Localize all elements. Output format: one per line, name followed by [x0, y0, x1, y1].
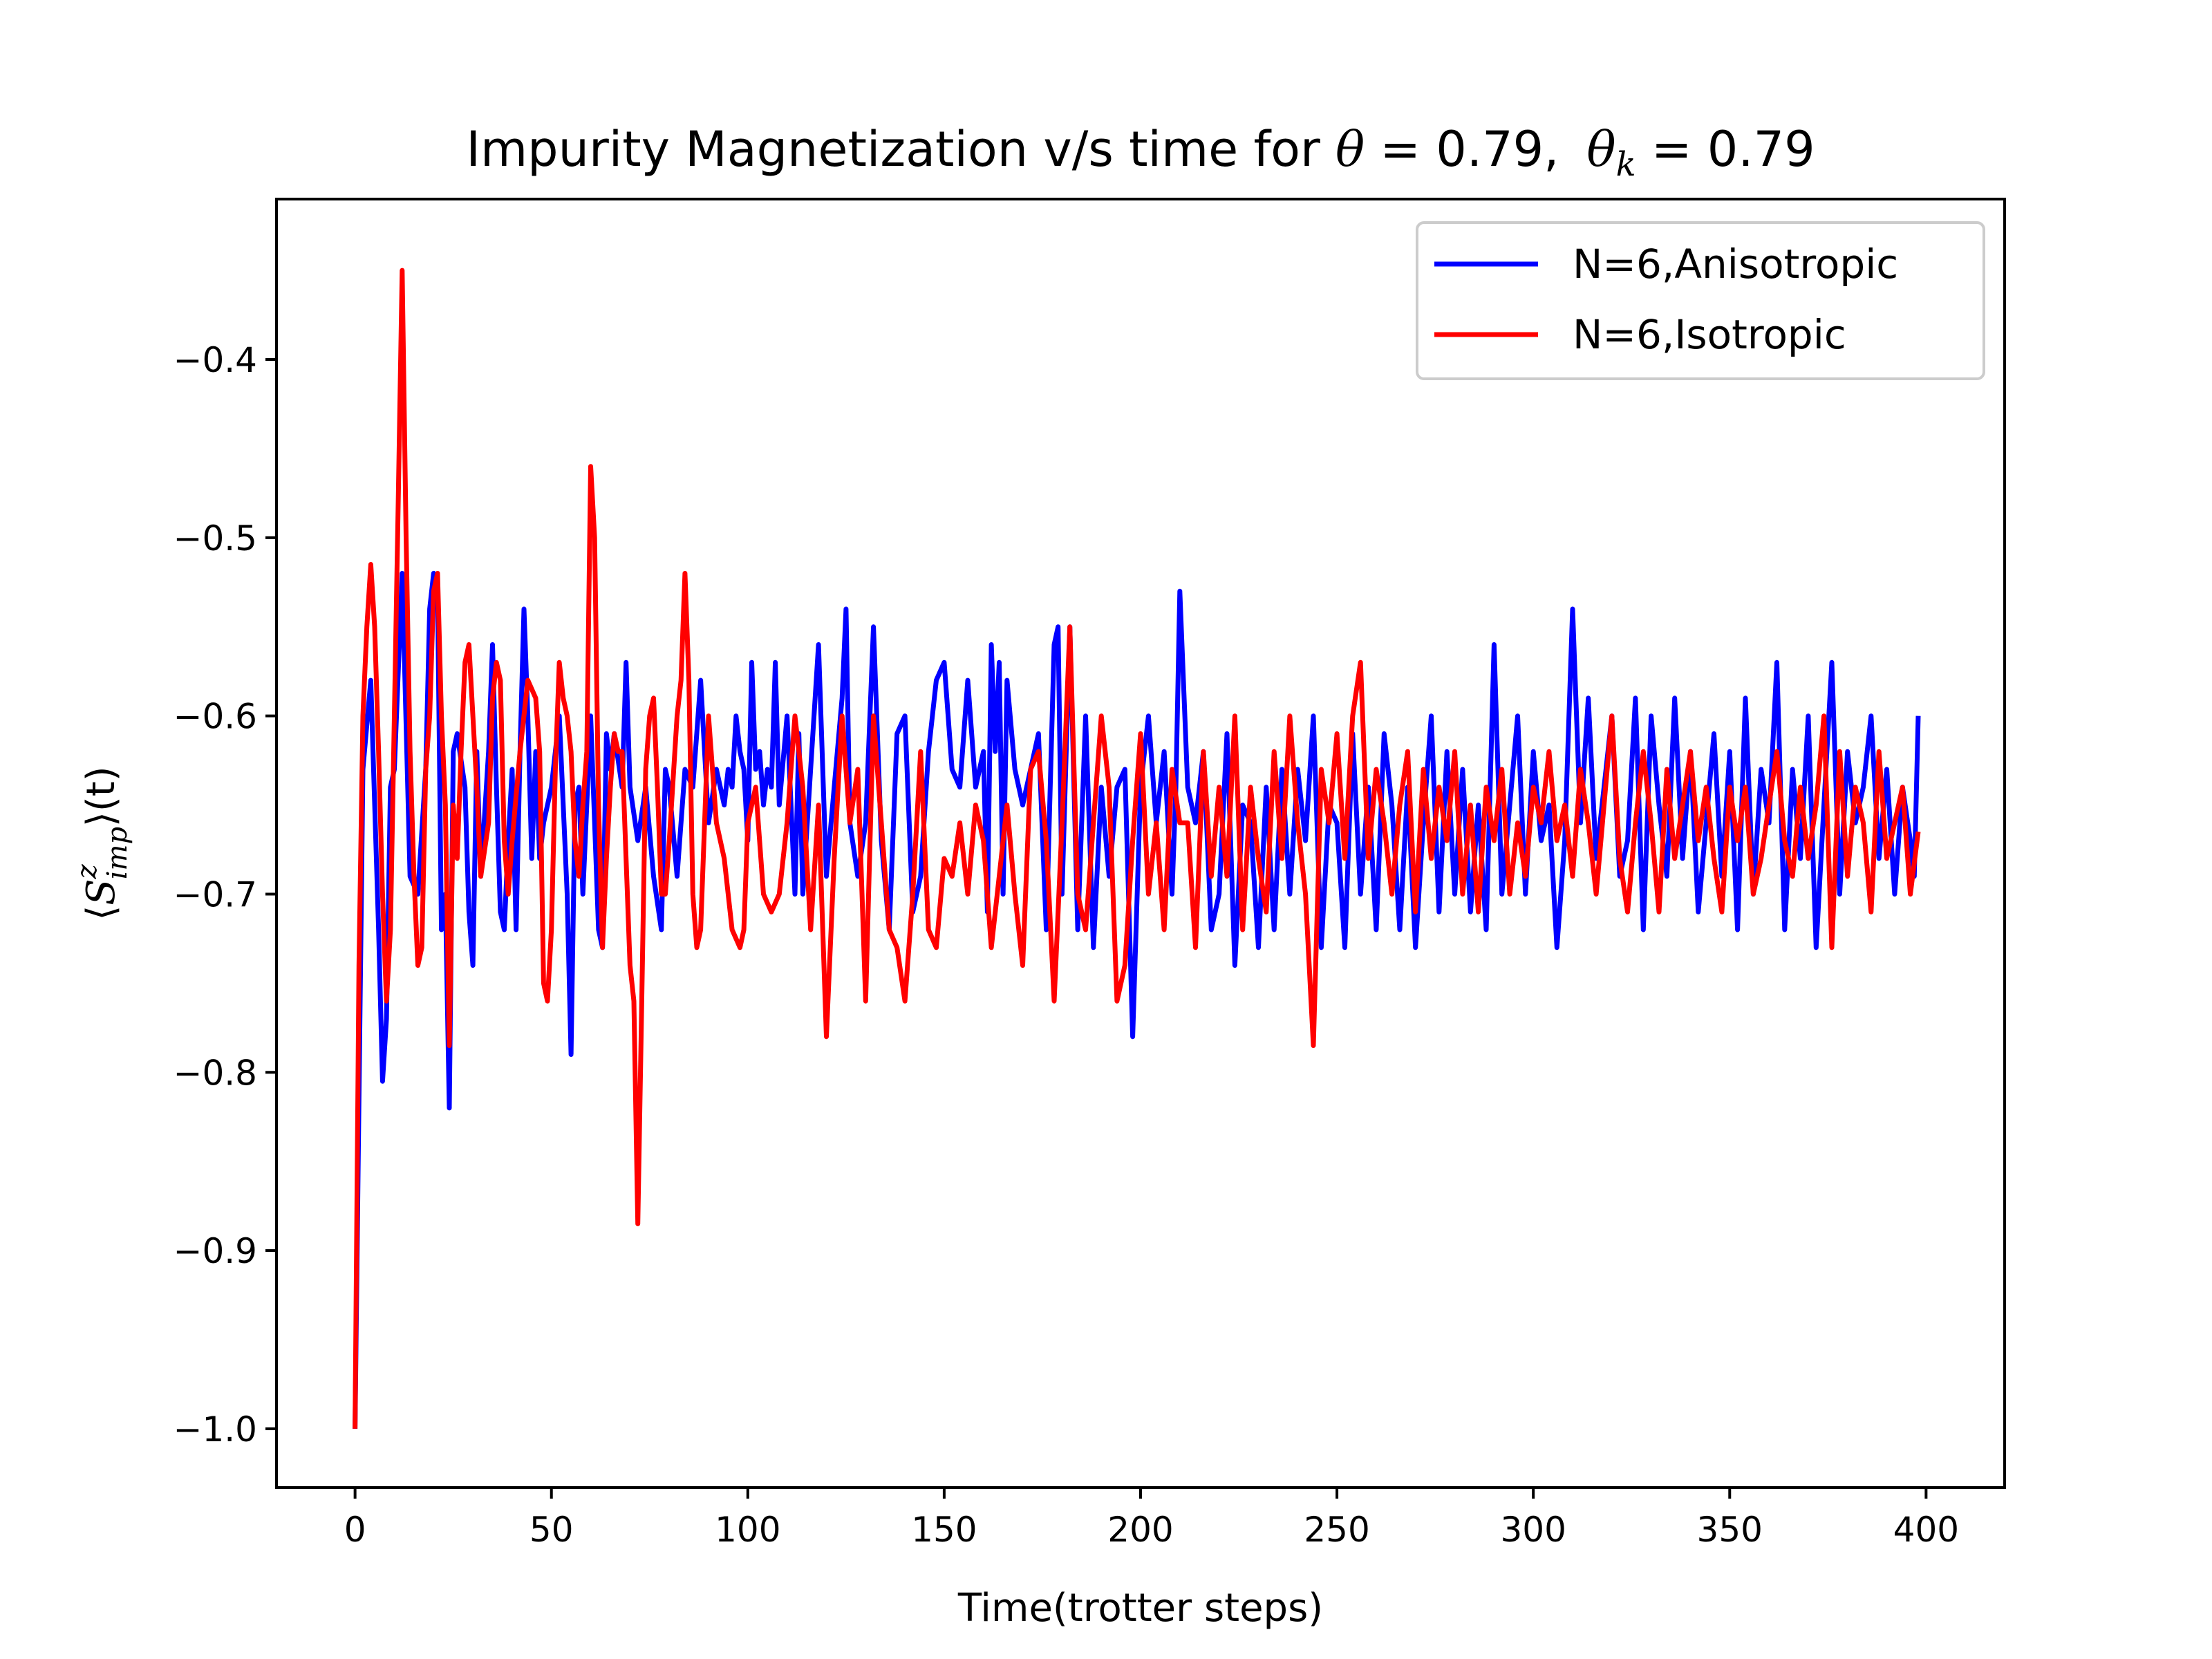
y-tick-label: −0.8 — [174, 1053, 257, 1093]
ylabel-symbol: S — [79, 879, 124, 905]
legend-label-isotropic: N=6,Isotropic — [1573, 311, 1846, 358]
ylabel-superscript: z — [71, 863, 103, 879]
x-tick-label: 250 — [1304, 1510, 1369, 1550]
legend-label-anisotropic: N=6,Anisotropic — [1573, 241, 1898, 288]
legend: N=6,Anisotropic N=6,Isotropic — [1416, 221, 1985, 380]
x-tick-label: 150 — [911, 1510, 977, 1550]
legend-box — [1416, 221, 1985, 380]
y-tick-label: −0.5 — [174, 518, 257, 559]
x-tick-label: 350 — [1697, 1510, 1763, 1550]
y-tick-label: −0.6 — [174, 697, 257, 737]
chart-title: Impurity Magnetization v/s time for θ = … — [466, 121, 1815, 184]
x-tick-label: 300 — [1500, 1510, 1566, 1550]
x-tick-label: 200 — [1107, 1510, 1173, 1550]
x-axis-label: Time(trotter steps) — [957, 1586, 1323, 1631]
title-prefix: Impurity Magnetization v/s time for — [466, 121, 1335, 178]
title-theta-k-subscript: k — [1616, 145, 1636, 184]
ylabel-open: ⟨ — [79, 906, 124, 921]
x-tick-label: 100 — [715, 1510, 780, 1550]
y-tick-label: −0.7 — [174, 874, 257, 915]
y-tick-label: −0.9 — [174, 1231, 257, 1271]
x-axis: 0 50 100 150 200 250 300 350 400 — [344, 1488, 1959, 1550]
ylabel-subscript: imp — [102, 827, 133, 879]
y-tick-label: −0.4 — [174, 340, 257, 380]
x-tick-label: 400 — [1893, 1510, 1959, 1550]
y-axis: −1.0 −0.9 −0.8 −0.7 −0.6 −0.5 −0.4 — [174, 340, 276, 1450]
ylabel-close: ⟩(t) — [79, 766, 124, 827]
series-group — [353, 268, 1921, 1429]
series-line-n-6-isotropic — [353, 268, 1921, 1429]
title-theta-value: = 0.79, — [1365, 121, 1559, 178]
y-tick-label: −1.0 — [174, 1409, 257, 1450]
x-tick-label: 50 — [529, 1510, 574, 1550]
x-tick-label: 0 — [344, 1510, 366, 1550]
title-theta: θ — [1335, 121, 1365, 178]
title-theta-k-value: = 0.79 — [1636, 121, 1815, 178]
title-theta-k: θ — [1586, 121, 1615, 178]
y-axis-label: ⟨Szimp⟩(t) — [71, 766, 133, 920]
